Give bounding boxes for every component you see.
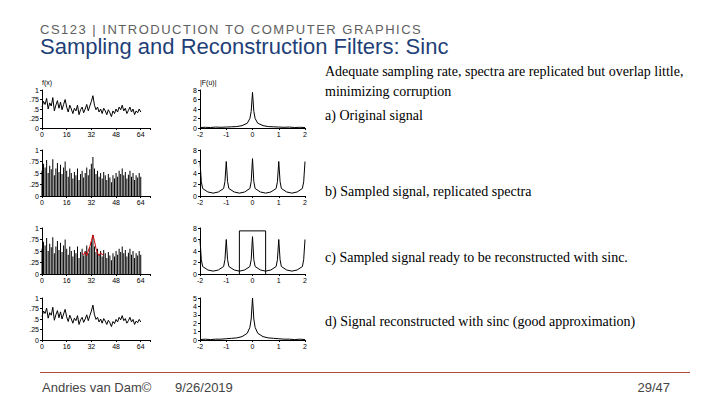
svg-text:64: 64	[137, 199, 145, 206]
svg-text:1: 1	[35, 225, 39, 232]
svg-text:2: 2	[303, 199, 307, 206]
svg-text:.25: .25	[29, 115, 39, 122]
svg-text:2: 2	[303, 131, 307, 138]
svg-text:2: 2	[193, 259, 197, 266]
html-text:29/47: 29/47	[637, 380, 670, 395]
svg-text:.75: .75	[29, 305, 39, 312]
html-text:Sampling and Reconstruction Fi: Sampling and Reconstruction Filters: Sin…	[40, 34, 449, 59]
svg-text:32: 32	[87, 277, 95, 284]
svg-text:2: 2	[193, 115, 197, 122]
svg-text:0: 0	[251, 343, 255, 350]
svg-text:1: 1	[277, 199, 281, 206]
svg-text:.75: .75	[29, 158, 39, 165]
svg-text:0: 0	[251, 277, 255, 284]
svg-text:4: 4	[193, 106, 197, 113]
svg-text:4: 4	[193, 248, 197, 255]
svg-text:.25: .25	[29, 259, 39, 266]
svg-text:48: 48	[112, 277, 120, 284]
svg-text:8: 8	[193, 87, 197, 94]
svg-text:0: 0	[35, 337, 39, 344]
svg-text:16: 16	[63, 277, 71, 284]
svg-text:6: 6	[193, 236, 197, 243]
svg-text:8: 8	[193, 225, 197, 232]
svg-text:6: 6	[193, 96, 197, 103]
svg-text:.5: .5	[33, 106, 39, 113]
svg-text:0: 0	[35, 125, 39, 132]
svg-text:-2: -2	[197, 199, 203, 206]
svg-text:2: 2	[303, 277, 307, 284]
svg-text:1: 1	[277, 343, 281, 350]
svg-text:6: 6	[193, 158, 197, 165]
html-text:Adequate sampling rate, spectr: Adequate sampling rate, spectra are repl…	[325, 64, 684, 99]
svg-text:-1: -1	[223, 199, 229, 206]
svg-text:0: 0	[251, 131, 255, 138]
svg-text:-1: -1	[223, 343, 229, 350]
html-text:CS123 | INTRODUCTION TO COMPUT: CS123 | INTRODUCTION TO COMPUTER GRAPHIC…	[40, 22, 423, 37]
svg-text:1: 1	[35, 87, 39, 94]
svg-text:48: 48	[112, 199, 120, 206]
svg-text:64: 64	[137, 277, 145, 284]
svg-text:32: 32	[87, 131, 95, 138]
svg-text:64: 64	[137, 131, 145, 138]
svg-text:-2: -2	[197, 343, 203, 350]
svg-text:16: 16	[63, 199, 71, 206]
svg-text:0: 0	[193, 336, 197, 344]
html-text:c) Sampled signal ready to be: c) Sampled signal ready to be reconstruc…	[325, 250, 628, 265]
html-text:9/26/2019: 9/26/2019	[175, 380, 233, 395]
svg-text:4: 4	[193, 303, 197, 310]
html-text:d) Signal reconstructed with s: d) Signal reconstructed with sinc (good …	[325, 314, 636, 329]
svg-text:48: 48	[112, 343, 120, 350]
svg-text:0: 0	[251, 199, 255, 206]
svg-text:0: 0	[35, 193, 39, 200]
svg-text:8: 8	[193, 147, 197, 154]
svg-text:16: 16	[63, 131, 71, 138]
svg-text:0: 0	[193, 192, 197, 200]
svg-text:-1: -1	[223, 277, 229, 284]
svg-text:5: 5	[193, 295, 197, 302]
svg-text:.75: .75	[29, 236, 39, 243]
svg-text:48: 48	[112, 131, 120, 138]
svg-text:.5: .5	[33, 170, 39, 177]
svg-text:2: 2	[193, 320, 197, 327]
svg-text:0: 0	[193, 124, 197, 132]
svg-text:64: 64	[137, 343, 145, 350]
svg-text:|F(u)|: |F(u)|	[200, 79, 217, 87]
svg-text:2: 2	[303, 343, 307, 350]
html-text:Andries van Dam©: Andries van Dam©	[42, 380, 152, 395]
svg-text:.5: .5	[33, 316, 39, 323]
svg-text:-2: -2	[197, 277, 203, 284]
svg-text:0: 0	[40, 277, 44, 284]
svg-text:1: 1	[193, 328, 197, 335]
svg-text:-2: -2	[197, 131, 203, 138]
svg-text:1: 1	[277, 277, 281, 284]
svg-text:0: 0	[40, 131, 44, 138]
html-text:a) Original signal: a) Original signal	[325, 108, 423, 123]
svg-text:.25: .25	[29, 181, 39, 188]
svg-text:0: 0	[193, 270, 197, 278]
svg-text:0: 0	[40, 343, 44, 350]
svg-text:.25: .25	[29, 326, 39, 333]
svg-text:3: 3	[193, 311, 197, 318]
svg-text:0: 0	[40, 199, 44, 206]
svg-text:1: 1	[35, 147, 39, 154]
svg-text:16: 16	[63, 343, 71, 350]
svg-text:32: 32	[87, 199, 95, 206]
svg-text:1: 1	[35, 295, 39, 302]
svg-text:0: 0	[35, 271, 39, 278]
svg-text:1: 1	[277, 131, 281, 138]
svg-text:2: 2	[193, 181, 197, 188]
html-text:b) Sampled signal, replicated: b) Sampled signal, replicated spectra	[325, 184, 532, 199]
svg-text:f(x): f(x)	[42, 79, 52, 87]
svg-text:32: 32	[87, 343, 95, 350]
svg-text:4: 4	[193, 170, 197, 177]
svg-text:.5: .5	[33, 248, 39, 255]
svg-text:.75: .75	[29, 96, 39, 103]
svg-text:-1: -1	[223, 131, 229, 138]
